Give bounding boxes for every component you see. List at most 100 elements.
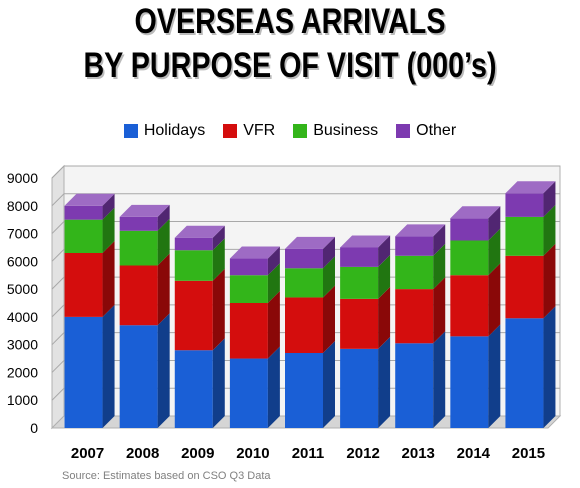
bar-side-vfr-2010 xyxy=(267,291,280,359)
gridline xyxy=(51,359,560,373)
chart-left-wall xyxy=(51,164,65,430)
x-tick-label: 2009 xyxy=(181,445,214,462)
bar-other-2009 xyxy=(174,237,213,251)
bar-holidays-2015 xyxy=(505,318,544,428)
y-tick-label: 0 xyxy=(30,420,38,436)
bar-side-vfr-2015 xyxy=(543,243,556,319)
bar-vfr-2011 xyxy=(285,297,323,353)
legend-item-other: Other xyxy=(396,122,456,140)
bar-top-2014 xyxy=(450,206,501,219)
bar-holidays-2011 xyxy=(285,353,323,428)
x-tick-label: 2010 xyxy=(236,445,269,462)
legend-swatch-vfr xyxy=(223,124,238,138)
legend-swatch-holidays xyxy=(123,124,138,138)
x-tick-label: 2012 xyxy=(346,445,379,462)
bar-business-2012 xyxy=(340,266,379,299)
bar-other-2015 xyxy=(505,193,544,217)
bar-side-business-2009 xyxy=(212,238,225,281)
bar-side-vfr-2011 xyxy=(323,285,335,353)
bar-side-vfr-2009 xyxy=(212,268,225,351)
bar-top-2008 xyxy=(119,204,170,217)
y-tick-label: 2000 xyxy=(7,364,38,380)
bar-side-holidays-2007 xyxy=(102,304,115,428)
bar-other-2008 xyxy=(119,216,158,231)
x-tick-label: 2011 xyxy=(292,445,325,462)
bar-side-holidays-2012 xyxy=(378,336,391,428)
legend: Holidays VFR Business Other xyxy=(0,122,580,140)
y-tick-label: 8000 xyxy=(7,198,38,214)
bar-side-holidays-2015 xyxy=(543,306,556,428)
legend-label-other: Other xyxy=(416,122,457,139)
bar-side-vfr-2008 xyxy=(157,253,170,326)
legend-label-holidays: Holidays xyxy=(143,122,206,139)
bar-side-business-2007 xyxy=(102,207,115,253)
y-tick-label: 9000 xyxy=(7,170,38,186)
legend-item-business: Business xyxy=(293,122,378,140)
gridline xyxy=(51,221,560,234)
bar-side-business-2011 xyxy=(323,256,335,298)
bar-other-2012 xyxy=(340,247,379,267)
legend-item-holidays: Holidays xyxy=(123,122,206,140)
bar-holidays-2007 xyxy=(64,316,103,428)
bar-holidays-2010 xyxy=(229,358,268,428)
bar-side-holidays-2009 xyxy=(212,338,225,428)
bar-side-other-2010 xyxy=(267,246,280,276)
gridline xyxy=(51,248,560,262)
bar-top-2007 xyxy=(64,193,115,206)
bar-business-2007 xyxy=(64,219,103,253)
bar-business-2011 xyxy=(285,268,323,298)
bar-side-holidays-2011 xyxy=(323,341,335,428)
bar-side-vfr-2012 xyxy=(378,286,391,349)
bar-side-other-2008 xyxy=(157,204,170,231)
chart-title-line-2: BY PURPOSE OF VISIT (000’s) xyxy=(83,46,497,85)
bar-side-other-2013 xyxy=(433,224,446,256)
bar-top-2013 xyxy=(395,224,446,237)
bar-side-holidays-2008 xyxy=(157,313,170,428)
y-tick-label: 6000 xyxy=(7,253,38,269)
x-tick-label: 2013 xyxy=(402,445,435,462)
gridline xyxy=(51,193,560,207)
bar-side-other-2012 xyxy=(378,235,391,267)
legend-item-vfr: VFR xyxy=(223,122,275,140)
bar-vfr-2007 xyxy=(64,253,103,317)
bar-side-other-2015 xyxy=(543,181,556,217)
y-tick-label: 4000 xyxy=(7,309,38,325)
chart-title-line-1: OVERSEAS ARRIVALS xyxy=(134,2,446,41)
y-tick-label: 1000 xyxy=(7,392,38,408)
bar-side-vfr-2007 xyxy=(102,241,115,317)
gridline xyxy=(51,276,560,290)
bar-side-holidays-2013 xyxy=(433,331,446,428)
bar-other-2007 xyxy=(64,205,103,220)
bar-vfr-2015 xyxy=(505,255,544,319)
x-tick-label: 2007 xyxy=(71,445,104,462)
bar-side-vfr-2013 xyxy=(433,277,446,344)
y-tick-label: 5000 xyxy=(7,281,38,297)
bar-business-2014 xyxy=(450,240,489,276)
bar-side-holidays-2010 xyxy=(267,346,280,428)
legend-label-business: Business xyxy=(313,122,379,139)
bar-side-holidays-2014 xyxy=(488,324,501,428)
bar-top-2009 xyxy=(174,225,225,238)
bar-other-2011 xyxy=(285,248,323,269)
legend-swatch-other xyxy=(396,124,411,138)
bar-top-2010 xyxy=(229,246,280,259)
bar-side-other-2009 xyxy=(212,225,225,251)
bar-vfr-2010 xyxy=(229,303,268,359)
bar-side-business-2014 xyxy=(488,228,501,276)
bar-side-business-2008 xyxy=(157,218,170,266)
bar-side-other-2011 xyxy=(323,236,335,269)
bar-holidays-2012 xyxy=(340,348,379,428)
bar-top-2015 xyxy=(505,181,556,194)
bar-side-business-2015 xyxy=(543,204,556,256)
x-tick-label: 2014 xyxy=(457,445,491,462)
bar-vfr-2009 xyxy=(174,280,213,351)
x-tick-label: 2015 xyxy=(512,445,545,462)
bar-side-business-2013 xyxy=(433,243,446,290)
bar-side-business-2010 xyxy=(267,263,280,303)
bar-other-2013 xyxy=(395,236,434,256)
bar-vfr-2012 xyxy=(340,298,379,349)
bar-holidays-2013 xyxy=(395,343,434,428)
gridline xyxy=(51,387,560,401)
y-tick-label: 7000 xyxy=(7,226,38,242)
